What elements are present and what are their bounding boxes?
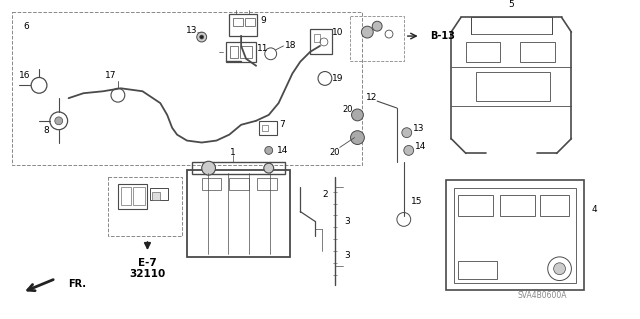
Bar xyxy=(257,178,276,190)
Bar xyxy=(520,42,555,62)
Text: 19: 19 xyxy=(332,74,344,83)
Bar xyxy=(245,18,255,26)
Text: 3: 3 xyxy=(345,251,351,260)
Bar xyxy=(446,180,584,290)
Bar xyxy=(202,178,221,190)
Circle shape xyxy=(196,32,207,42)
Text: 17: 17 xyxy=(105,71,116,80)
Circle shape xyxy=(264,163,274,173)
Bar xyxy=(314,34,320,42)
Bar xyxy=(259,121,276,135)
Circle shape xyxy=(351,109,364,121)
Circle shape xyxy=(202,161,216,175)
Circle shape xyxy=(55,117,63,125)
Circle shape xyxy=(372,21,382,31)
Text: FR.: FR. xyxy=(68,279,86,290)
Text: 8: 8 xyxy=(43,126,49,135)
Bar xyxy=(240,46,252,58)
Text: 9: 9 xyxy=(260,16,266,25)
Bar xyxy=(121,187,131,204)
Text: B-13: B-13 xyxy=(431,31,455,41)
Circle shape xyxy=(404,145,413,155)
Text: 14: 14 xyxy=(277,146,288,155)
Bar xyxy=(233,18,243,26)
Bar xyxy=(476,71,550,101)
Text: 12: 12 xyxy=(365,93,377,102)
Bar xyxy=(540,195,570,217)
Text: 20: 20 xyxy=(330,148,340,157)
Bar xyxy=(262,125,268,131)
Text: E-7: E-7 xyxy=(138,258,157,268)
Text: 14: 14 xyxy=(415,142,426,151)
Circle shape xyxy=(554,263,566,275)
Circle shape xyxy=(362,26,373,38)
Text: 32110: 32110 xyxy=(129,269,166,279)
Bar xyxy=(108,177,182,236)
Text: 16: 16 xyxy=(19,71,30,80)
Bar xyxy=(187,170,291,257)
Bar xyxy=(150,188,168,200)
Bar xyxy=(458,195,493,217)
Text: 6: 6 xyxy=(23,22,29,31)
Text: 10: 10 xyxy=(332,28,344,37)
Bar xyxy=(230,46,238,58)
Bar xyxy=(471,17,552,34)
Bar xyxy=(118,184,147,209)
Bar xyxy=(349,16,404,61)
Text: 18: 18 xyxy=(285,41,296,50)
Bar xyxy=(132,187,145,204)
Bar xyxy=(227,42,256,62)
Text: 13: 13 xyxy=(413,124,424,133)
Text: 4: 4 xyxy=(591,205,597,214)
Bar xyxy=(229,14,257,36)
Circle shape xyxy=(351,131,364,145)
Bar xyxy=(458,261,497,278)
Bar xyxy=(152,192,160,200)
Text: 3: 3 xyxy=(345,217,351,226)
Text: 7: 7 xyxy=(280,120,285,129)
Circle shape xyxy=(402,128,412,137)
Text: SVA4B0600A: SVA4B0600A xyxy=(517,291,566,300)
Circle shape xyxy=(265,146,273,154)
Bar xyxy=(192,162,285,174)
Bar xyxy=(500,195,535,217)
Text: 1: 1 xyxy=(230,148,236,157)
Bar xyxy=(12,12,362,165)
Circle shape xyxy=(200,35,204,39)
Text: 5: 5 xyxy=(508,0,514,9)
Text: 11: 11 xyxy=(257,44,269,53)
Text: 2: 2 xyxy=(322,190,328,199)
Text: 13: 13 xyxy=(186,26,198,35)
Text: 15: 15 xyxy=(411,197,422,206)
Bar xyxy=(229,178,249,190)
Text: 20: 20 xyxy=(342,105,353,114)
Bar xyxy=(466,42,500,62)
Bar xyxy=(310,29,332,54)
Bar xyxy=(454,188,577,283)
